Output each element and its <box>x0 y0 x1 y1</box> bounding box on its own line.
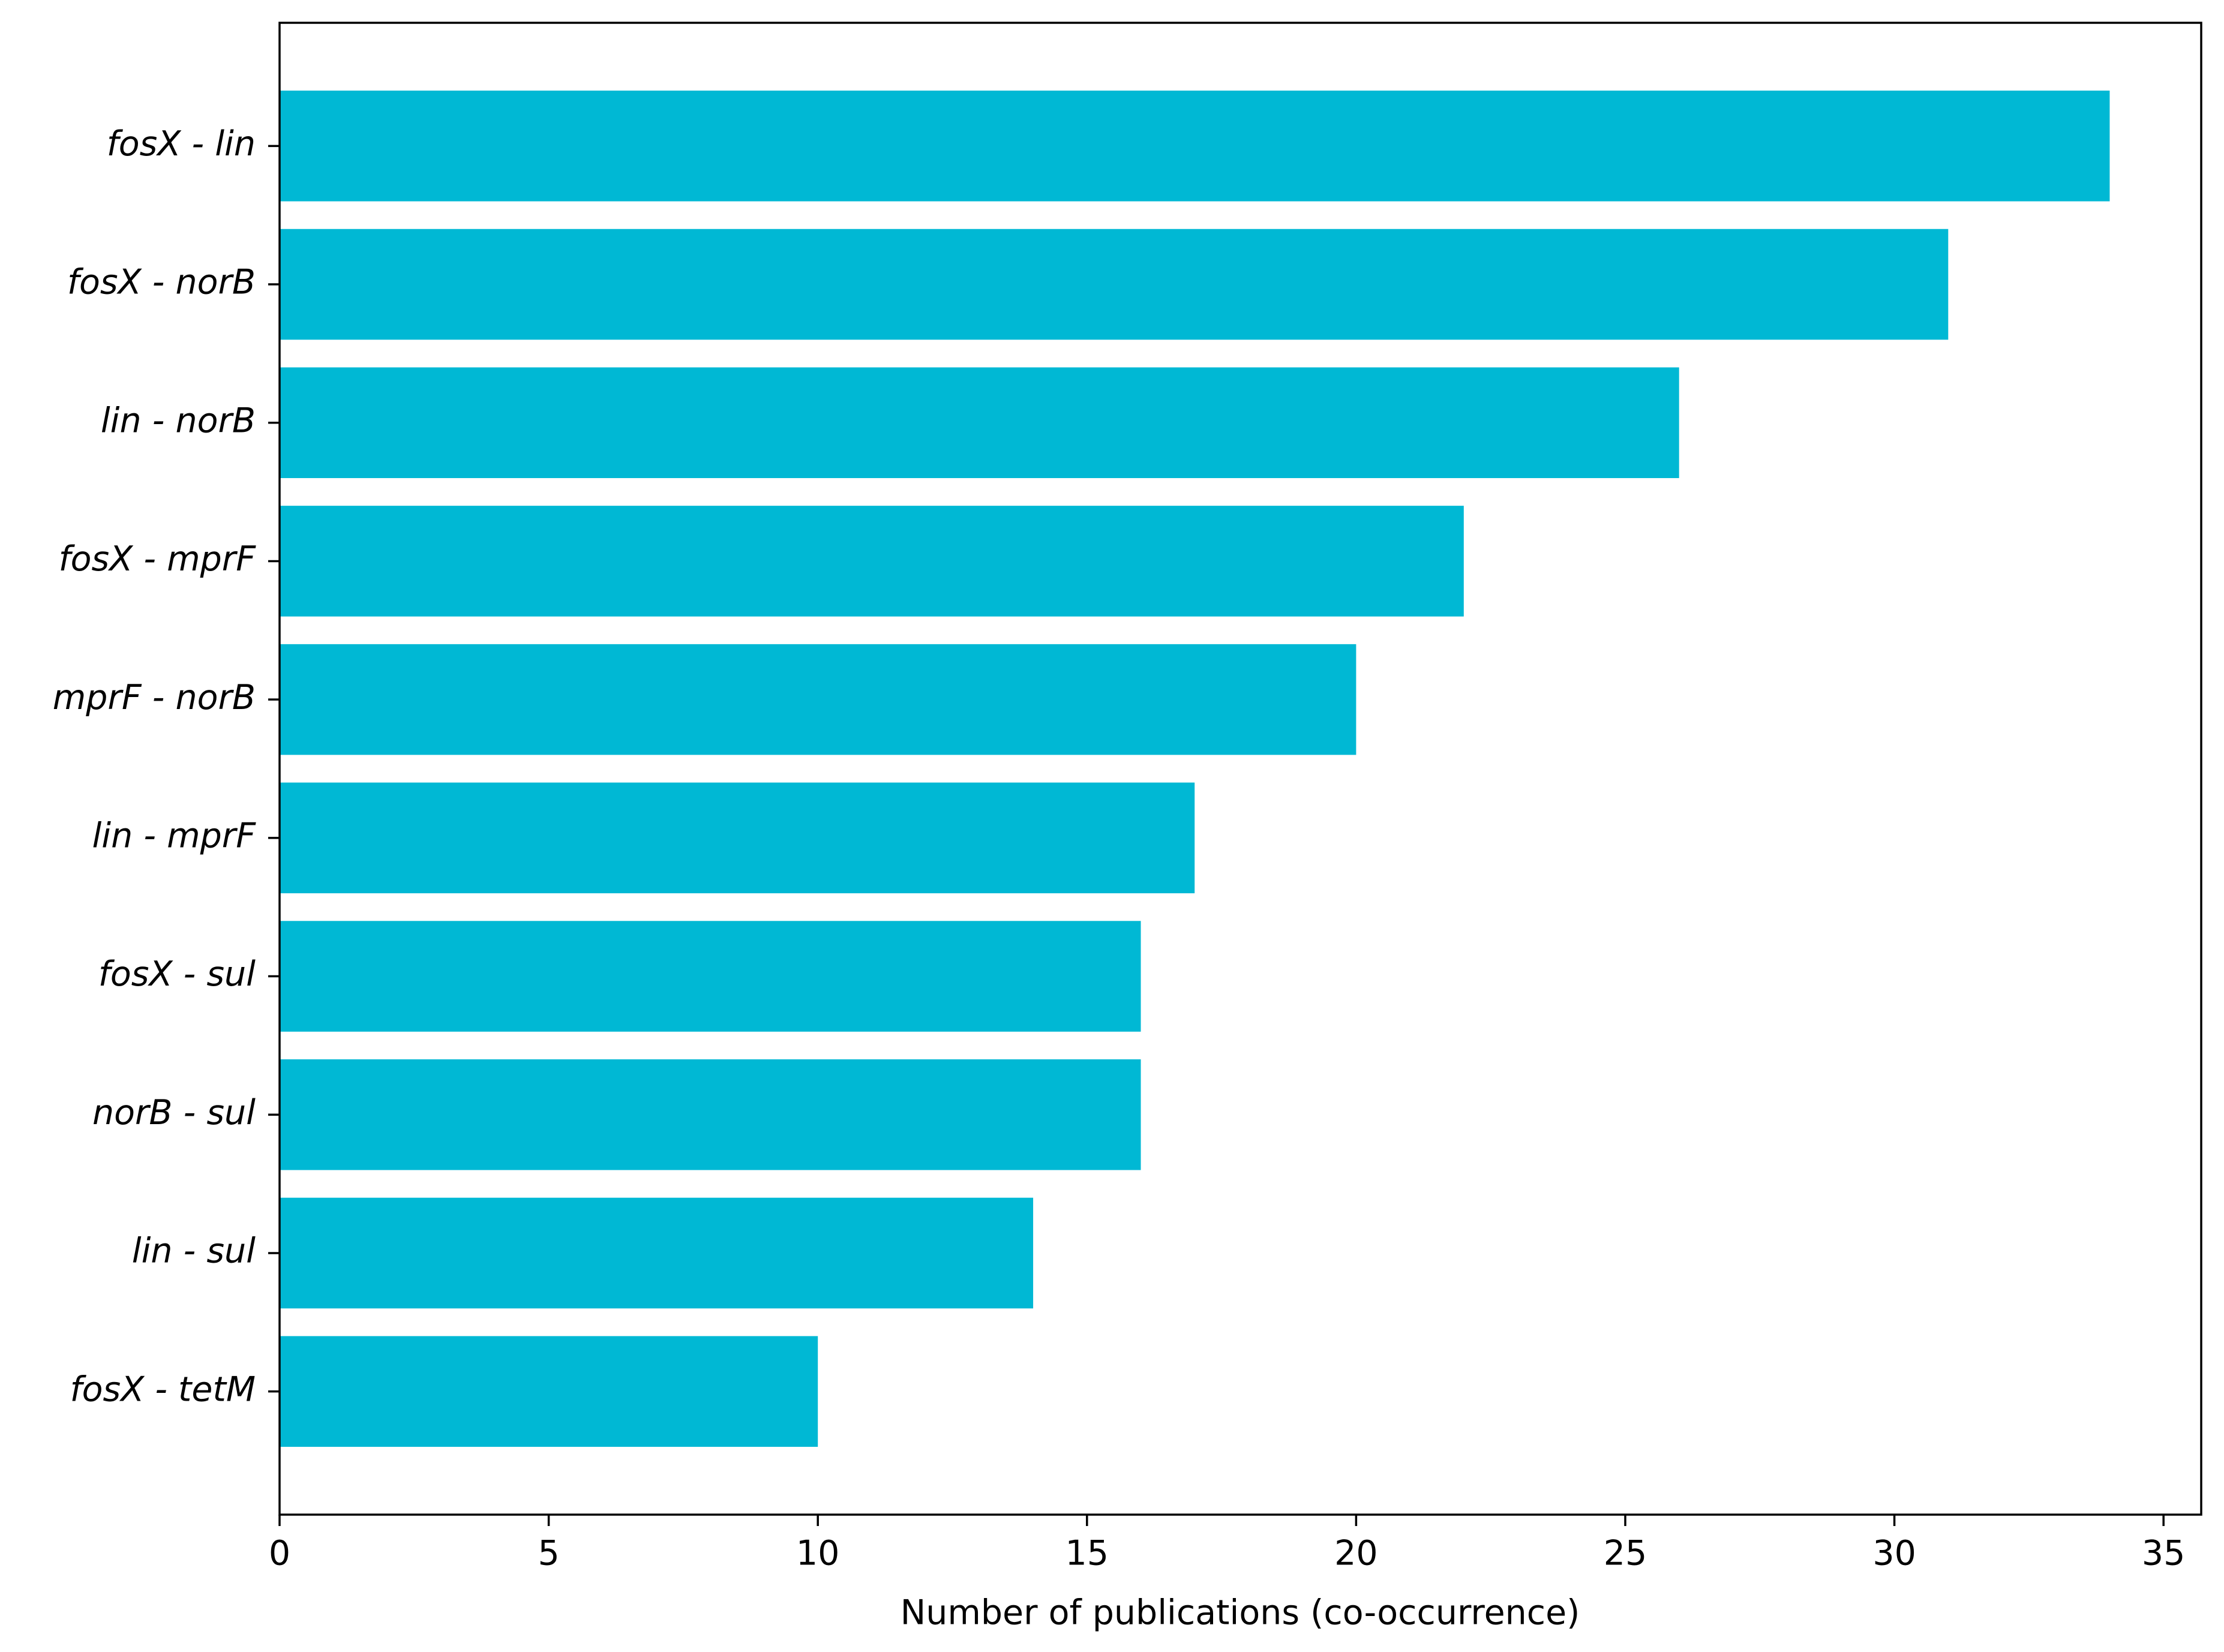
bar <box>280 1336 818 1447</box>
x-tick-label: 35 <box>2142 1534 2186 1573</box>
bar <box>280 1197 1034 1309</box>
bar <box>280 229 1949 340</box>
bar <box>280 921 1141 1032</box>
x-tick-label: 5 <box>538 1534 559 1573</box>
bar <box>280 91 2110 202</box>
bar <box>280 367 1679 479</box>
x-tick-label: 0 <box>269 1534 290 1573</box>
x-tick-label: 10 <box>796 1534 840 1573</box>
x-axis-label: Number of publications (co-occurrence) <box>901 1593 1580 1633</box>
y-tick-label: lin - sul <box>132 1232 256 1271</box>
bar <box>280 1059 1141 1170</box>
x-tick-label: 25 <box>1604 1534 1647 1573</box>
y-tick-label: mprF - norB <box>53 678 256 717</box>
x-tick-label: 20 <box>1334 1534 1378 1573</box>
y-tick-label: lin - mprF <box>92 816 256 855</box>
y-tick-label: fosX - sul <box>98 954 256 994</box>
bar <box>280 644 1356 755</box>
y-tick-label: fosX - mprF <box>59 539 257 579</box>
y-tick-label: lin - norB <box>101 401 256 440</box>
y-tick-label: fosX - tetM <box>70 1369 256 1409</box>
y-tick-label: norB - sul <box>92 1093 256 1133</box>
plot-frame <box>278 22 2202 1516</box>
bar <box>280 506 1464 617</box>
y-tick-label: fosX - norB <box>67 263 256 302</box>
x-tick-label: 15 <box>1066 1534 1109 1573</box>
bar <box>280 782 1195 894</box>
x-tick-label: 30 <box>1872 1534 1916 1573</box>
y-tick-label: fosX - lin <box>107 124 256 164</box>
